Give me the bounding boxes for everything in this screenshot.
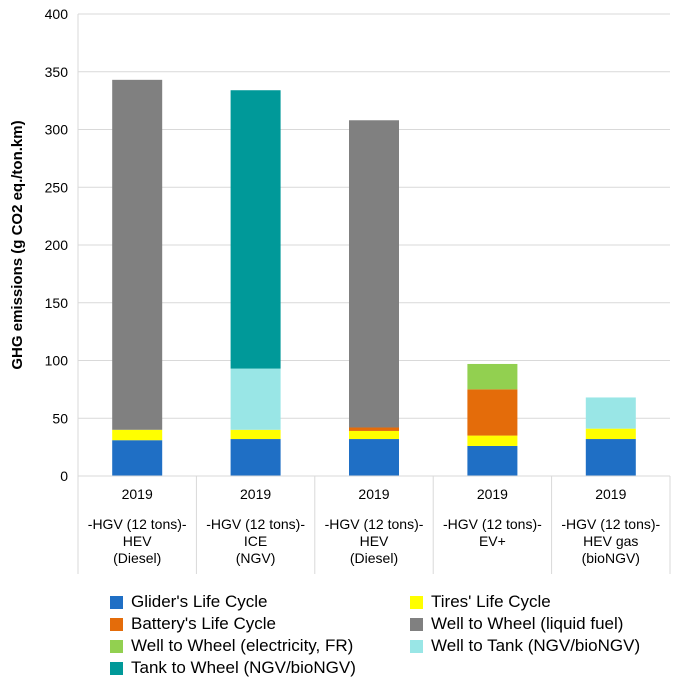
y-tick-label: 250: [45, 179, 69, 195]
legend-label: Tires' Life Cycle: [431, 592, 551, 611]
legend-swatch: [410, 639, 423, 653]
y-tick-label: 350: [45, 64, 69, 80]
bar-segment: [112, 79, 163, 430]
bar-segment: [585, 439, 636, 476]
bar-segment: [467, 389, 518, 436]
category-label-line: -HGV (12 tons)-: [206, 516, 305, 532]
y-tick-label: 100: [45, 353, 69, 369]
bar-segment: [349, 120, 399, 428]
bar-segment: [585, 428, 636, 440]
category-label-line: -HGV (12 tons)-: [443, 516, 542, 532]
bar-segment: [112, 429, 163, 441]
legend-swatch: [410, 617, 423, 631]
category-label-line: (NGV): [236, 550, 276, 566]
category-label-line: -HGV (12 tons)-: [325, 516, 424, 532]
legend-swatch: [110, 595, 123, 609]
legend-item: Well to Tank (NGV/bioNGV): [410, 636, 640, 656]
legend-swatch: [110, 639, 123, 653]
x-category-labels: 2019-HGV (12 tons)-HEV(Diesel)2019-HGV (…: [88, 486, 661, 566]
category-year-label: 2019: [122, 486, 153, 502]
y-tick-label: 50: [52, 410, 68, 426]
legend-item: Glider's Life Cycle: [110, 592, 267, 612]
category-label-line: (bioNGV): [582, 550, 640, 566]
legend-swatch: [110, 661, 123, 675]
category-label-line: EV+: [479, 533, 506, 549]
legend-label: Glider's Life Cycle: [131, 592, 268, 611]
category-label-line: (Diesel): [350, 550, 398, 566]
bar-segment: [349, 427, 399, 431]
category-label-line: ICE: [244, 533, 267, 549]
bars: [112, 79, 636, 476]
y-tick-label: 200: [45, 237, 69, 253]
legend-item: Tank to Wheel (NGV/bioNGV): [110, 658, 356, 678]
y-tick-label: 0: [60, 468, 68, 484]
legend-item: Well to Wheel (liquid fuel): [410, 614, 623, 634]
bar-segment: [349, 430, 399, 440]
bar-segment: [230, 439, 281, 476]
bar-segment: [349, 439, 399, 476]
category-label-line: -HGV (12 tons)-: [88, 516, 187, 532]
y-axis-label: GHG emissions (g CO2 eq./ton.km): [9, 120, 26, 369]
legend-item: Tires' Life Cycle: [410, 592, 551, 612]
axes: [77, 14, 671, 574]
bar-segment: [467, 435, 518, 446]
bar-segment: [230, 368, 281, 430]
category-year-label: 2019: [240, 486, 271, 502]
bar-segment: [467, 445, 518, 476]
bar-segment: [230, 429, 281, 440]
stacked-bar-chart: 0 50 100 150 200 250 300 350 400 2019 -HGV (12 to…: [9, 6, 671, 574]
y-tick-labels: 0 50 100 150 200 250 300 350 400: [45, 6, 69, 484]
y-tick-label: 300: [45, 122, 69, 138]
legend-swatch: [410, 595, 423, 609]
category-year-label: 2019: [595, 486, 626, 502]
category-label-line: -HGV (12 tons)-: [561, 516, 660, 532]
category-label-line: HEV: [123, 533, 152, 549]
legend-label: Well to Tank (NGV/bioNGV): [431, 636, 641, 655]
legend-item: Battery's Life Cycle: [110, 614, 276, 634]
bar-segment: [585, 397, 636, 429]
bar-segment: [112, 440, 163, 476]
y-tick-label: 400: [45, 6, 69, 22]
legend-label: Battery's Life Cycle: [131, 614, 276, 633]
legend-label: Tank to Wheel (NGV/bioNGV): [131, 658, 356, 677]
legend-label: Well to Wheel (electricity, FR): [131, 636, 354, 655]
category-year-label: 2019: [358, 486, 389, 502]
legend-label: Well to Wheel (liquid fuel): [431, 614, 624, 633]
y-tick-label: 150: [45, 295, 69, 311]
category-label-line: HEV gas: [583, 533, 638, 549]
bar-segment: [230, 90, 281, 369]
bar-segment: [467, 363, 518, 390]
legend-item: Well to Wheel (electricity, FR): [110, 636, 353, 656]
legend-swatch: [110, 617, 123, 631]
category-label-line: (Diesel): [113, 550, 161, 566]
category-label-line: HEV: [360, 533, 389, 549]
category-year-label: 2019: [477, 486, 508, 502]
